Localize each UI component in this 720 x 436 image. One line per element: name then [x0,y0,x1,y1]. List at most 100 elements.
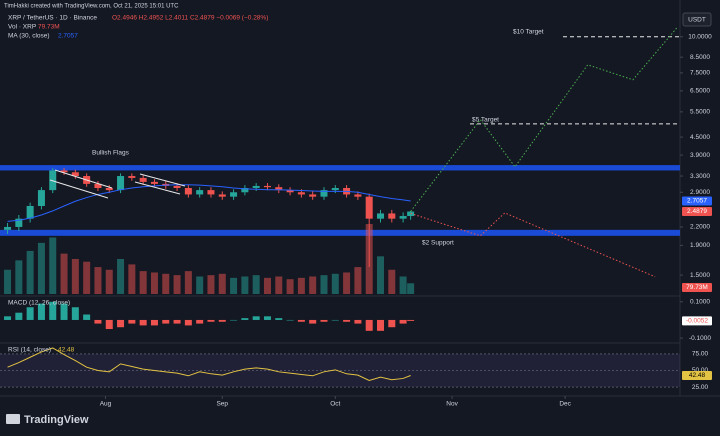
ma-tag: 2.7057 [687,198,707,205]
candle-body [105,188,113,191]
macd-bar [4,316,12,320]
macd-bar [196,319,204,324]
flag-line [49,179,109,199]
macd-tick-label: -0.1000 [689,335,711,342]
volume-bar [26,250,34,294]
macd-bar [252,316,260,320]
volume-bar [71,259,79,294]
candle-body [94,183,102,189]
x-tick-label: Sep [216,401,228,408]
zone [0,229,680,236]
candle-body [309,194,317,197]
flag-line [134,181,181,195]
price-tag-box [682,207,712,217]
price-tag: 2.4879 [687,208,707,215]
volume-bar [105,269,113,294]
annotation: Bullish Flags [92,150,130,157]
x-tick-label: Nov [446,401,458,408]
zone [0,165,680,171]
x-tick-label: Dec [559,401,571,408]
y-tick-label: 10.0000 [688,33,712,40]
candle-body [275,187,283,191]
macd-bar [286,319,294,321]
volume-bar [388,269,396,294]
volume-bar [94,267,102,294]
candle-body [49,170,57,191]
ma-line [7,184,411,222]
volume-bar [15,260,23,294]
macd-bar [263,316,271,320]
flag-drawings [49,169,186,199]
candle-body [4,226,12,230]
volume-bar [230,277,238,294]
macd-bar [230,319,238,321]
candle-body [207,190,215,195]
x-tick-label: Aug [100,401,112,408]
macd-bar [365,319,373,331]
candle-body [196,190,204,195]
macd-bar [218,319,226,322]
macd-bar [320,319,328,322]
rsi-tick-label: 50.00 [692,367,709,374]
volume-tag: 79.73M [686,284,708,291]
volume-bar [83,261,91,294]
macd-bar [354,319,362,324]
macd-bar [407,319,415,321]
macd-tick-label: 0.1000 [690,299,710,306]
macd-bar [275,318,283,320]
volume-bar [60,253,68,294]
attribution: TimHakki created with TradingView.com, O… [4,4,179,10]
volume-bar [297,277,305,294]
flag-line [139,173,186,187]
macd-bar [173,319,181,324]
rsi-tick-label: 25.00 [692,384,709,391]
macd-bar [128,319,136,324]
volume-bar [150,272,158,294]
candle-body [320,190,328,197]
candle-body [241,188,249,193]
candle-body [263,185,271,188]
macd-bar [309,319,317,324]
volume-bar [139,271,147,294]
candle-body [26,205,34,219]
y-tick-label: 6.5000 [690,88,710,95]
ohlc-legend: O2.4946 H2.4952 L2.4011 C2.4879 −0.0069 … [112,15,268,22]
y-tick-label: 1.5000 [690,272,710,279]
ma-legend: MA (30, close) [8,33,50,40]
candle-body [60,170,68,173]
macd-bar [15,312,23,320]
volume-bar [218,273,226,294]
currency-button[interactable] [682,12,712,27]
candle-body [71,172,79,177]
volume-legend-value: 79.73M [38,24,60,31]
volume-bar [407,283,415,294]
symbol: XRP / TetherUS · 1D · Binance [8,15,97,22]
y-tick-label: 1.9000 [690,242,710,249]
candle-body [230,192,238,197]
annotation: $2 Support [422,240,454,247]
annotation: $10 Target [513,29,544,36]
currency[interactable]: USDT [688,17,706,24]
rsi-tag: 42.48 [689,372,706,379]
annotation: $5 Target [472,117,499,124]
candle-body [173,185,181,189]
macd-bar [207,319,215,322]
macd-bar [150,319,158,326]
volume-bar [173,275,181,294]
y-tick-label: 3.9000 [690,152,710,159]
candle-body [15,218,23,227]
candle-body [286,190,294,193]
volume-bar [49,237,57,294]
projection-line [410,27,678,212]
macd-bar [184,319,192,326]
volume-bar [241,276,249,294]
macd-legend: MACD (12, 26, close) [8,300,70,307]
volume-bar [117,259,125,294]
candle-body [365,196,373,219]
macd-bar [49,301,57,320]
candle-body [128,176,136,178]
y-tick-label: 5.5000 [690,109,710,116]
